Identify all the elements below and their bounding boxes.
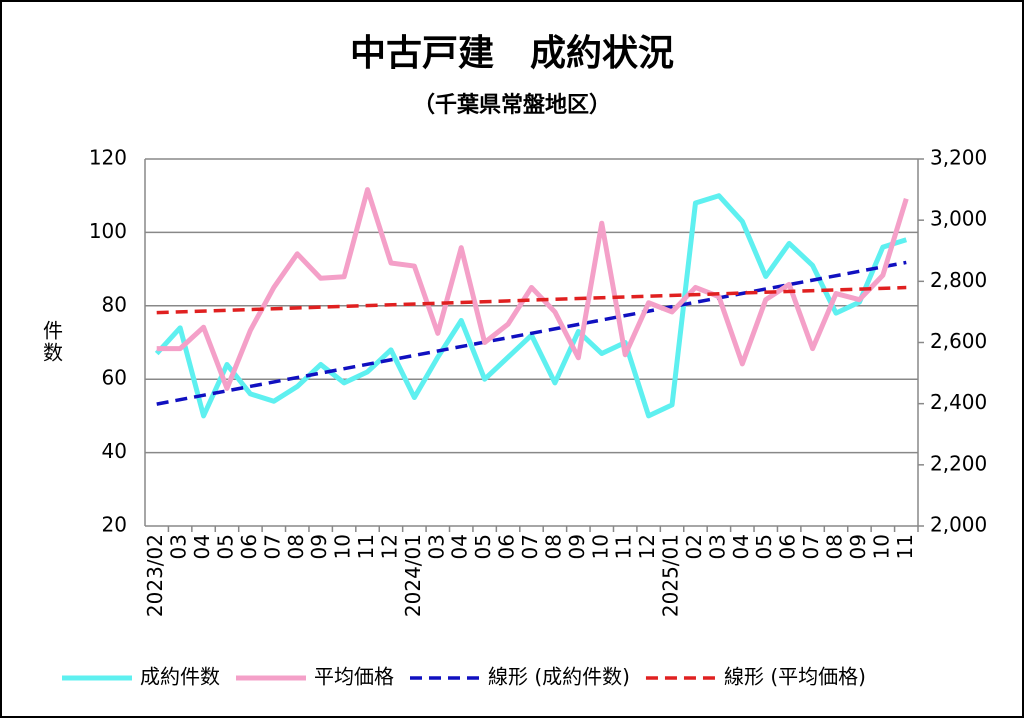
x-tick-label: 08 [284,534,308,559]
series-line [156,187,909,391]
legend-label: 線形 (成約件数) [488,665,630,689]
legend-label: 線形 (平均価格) [724,665,866,689]
y2-tick-label: 2,000 [930,513,987,537]
legend-label: 成約件数 [140,665,220,689]
x-tick-label: 04 [448,534,472,559]
x-tick-label: 05 [752,534,776,559]
x-tick-label: 03 [167,534,191,559]
chart-subtitle: （千葉県常盤地区） [413,92,611,118]
x-tick-label: 06 [776,534,800,559]
y-tick-label: 20 [102,513,127,537]
x-tick-label: 11 [612,534,636,559]
x-tick-label: 2025/01 [659,534,683,617]
y2-tick-label: 3,200 [930,146,987,170]
x-tick-label: 04 [729,534,753,559]
x-tick-label: 11 [354,534,378,559]
x-tick-label: 09 [846,534,870,559]
x-tick-label: 09 [307,534,331,559]
y2-tick-label: 2,200 [930,451,987,475]
legend-label: 平均価格 [314,665,394,689]
y-tick-label: 100 [89,219,127,243]
trend-line [156,285,907,315]
y2-tick-label: 2,400 [930,390,987,414]
chart-title: 中古戸建 成約状況 [350,33,674,74]
x-tick-label: 2024/01 [401,534,425,617]
x-tick-label: 09 [565,534,589,559]
x-tick-label: 08 [541,534,565,559]
x-tick-label: 07 [260,534,284,559]
y2-tick-label: 2,800 [930,268,987,292]
x-tick-label: 2023/02 [143,534,167,617]
y2-tick-label: 3,000 [930,207,987,231]
x-tick-label: 02 [682,534,706,559]
x-tick-label: 11 [893,534,917,559]
y-tick-label: 80 [102,292,127,316]
x-tick-label: 05 [213,534,237,559]
y-tick-label: 120 [89,146,127,170]
y-tick-label: 40 [102,439,127,463]
x-tick-label: 08 [823,534,847,559]
x-tick-label: 07 [799,534,823,559]
x-tick-label: 07 [518,534,542,559]
y-axis-label: 件数 [40,320,64,364]
x-tick-label: 10 [588,534,612,559]
x-tick-label: 06 [495,534,519,559]
x-tick-label: 03 [705,534,729,559]
x-tick-label: 10 [331,534,355,559]
x-tick-label: 04 [190,534,214,559]
y-tick-label: 60 [102,366,127,390]
x-tick-label: 12 [635,534,659,559]
trend-line [156,260,907,406]
series-line [154,193,908,419]
x-tick-label: 05 [471,534,495,559]
x-tick-label: 10 [869,534,893,559]
x-tick-label: 12 [377,534,401,559]
y2-tick-label: 2,600 [930,329,987,353]
x-tick-label: 06 [237,534,261,559]
x-tick-label: 03 [424,534,448,559]
